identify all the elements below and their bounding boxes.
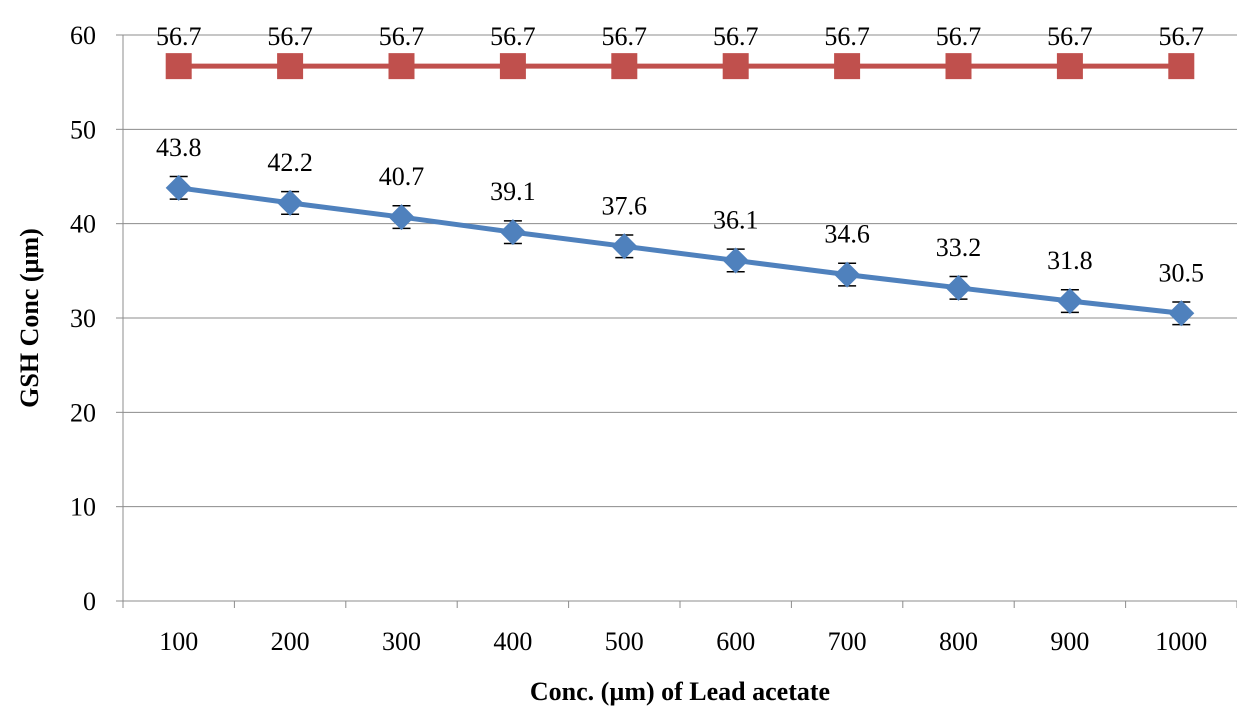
data-point <box>834 53 861 80</box>
y-tick-label: 40 <box>70 210 96 239</box>
data-point <box>945 274 972 301</box>
data-point <box>165 174 192 201</box>
data-label: 56.7 <box>936 22 982 51</box>
data-label: 56.7 <box>713 22 759 51</box>
data-point <box>834 261 861 288</box>
y-axis-title: GSH Conc (µm) <box>15 228 44 408</box>
x-tick-label: 800 <box>939 627 978 656</box>
data-point <box>277 189 304 216</box>
x-tick-label: 1000 <box>1155 627 1207 656</box>
x-tick-label: 300 <box>382 627 421 656</box>
data-point <box>945 53 972 80</box>
data-label: 31.8 <box>1047 246 1093 275</box>
data-label: 40.7 <box>379 162 425 191</box>
data-label: 37.6 <box>602 191 648 220</box>
series-2 <box>165 174 1195 327</box>
y-tick-label: 30 <box>70 304 96 333</box>
data-point <box>1168 53 1195 80</box>
data-label: 56.7 <box>1159 22 1205 51</box>
data-label: 56.7 <box>379 22 425 51</box>
data-point <box>277 53 304 80</box>
x-tick-label: 600 <box>716 627 755 656</box>
x-tick-label: 100 <box>159 627 198 656</box>
x-tick-label: 400 <box>493 627 532 656</box>
data-label: 39.1 <box>490 177 536 206</box>
data-point <box>1056 53 1083 80</box>
data-point <box>165 53 192 80</box>
y-axis-ticks: 0 10 20 30 40 50 60 <box>70 21 96 616</box>
y-tick-label: 0 <box>83 587 96 616</box>
series-line <box>178 185 1182 316</box>
x-tick-label: 200 <box>271 627 310 656</box>
data-label: 34.6 <box>824 220 870 249</box>
x-axis-ticks: 100 200 300 400 500 600 700 800 900 1000 <box>159 627 1207 656</box>
data-point <box>388 204 415 231</box>
data-label: 56.7 <box>156 22 202 51</box>
data-point <box>1168 300 1195 327</box>
series-layer <box>165 53 1195 327</box>
data-point <box>499 53 526 80</box>
data-label: 43.8 <box>156 133 202 162</box>
y-tick-label: 20 <box>70 398 96 427</box>
data-point <box>1056 288 1083 315</box>
axes <box>116 34 1237 608</box>
data-label: 30.5 <box>1159 258 1205 287</box>
data-label: 42.2 <box>267 148 313 177</box>
series-1 <box>165 53 1195 80</box>
data-point <box>499 219 526 246</box>
data-point <box>388 53 415 80</box>
data-labels: 56.7 56.7 56.7 56.7 56.7 56.7 56.7 56.7 56.7 56.7… <box>156 22 1204 287</box>
data-point <box>611 53 638 80</box>
y-tick-label: 10 <box>70 493 96 522</box>
data-point <box>611 233 638 260</box>
data-label: 56.7 <box>267 22 313 51</box>
data-label: 33.2 <box>936 233 982 262</box>
data-point <box>722 247 749 274</box>
data-label: 36.1 <box>713 205 759 234</box>
x-tick-label: 900 <box>1050 627 1089 656</box>
x-tick-label: 700 <box>828 627 867 656</box>
x-tick-label: 500 <box>605 627 644 656</box>
y-tick-label: 50 <box>70 115 96 144</box>
data-label: 56.7 <box>602 22 648 51</box>
data-point <box>722 53 749 80</box>
x-axis-title: Conc. (µm) of Lead acetate <box>530 677 830 706</box>
y-tick-label: 60 <box>70 21 96 50</box>
data-label: 56.7 <box>1047 22 1093 51</box>
gridlines <box>123 34 1237 508</box>
data-label: 56.7 <box>490 22 536 51</box>
data-label: 56.7 <box>824 22 870 51</box>
